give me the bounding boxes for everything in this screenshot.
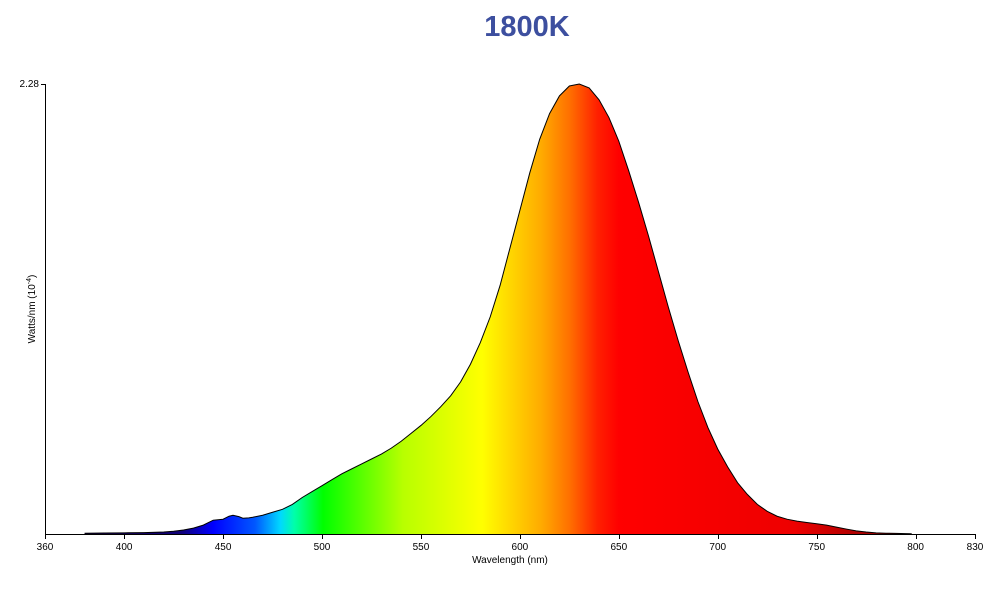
x-tick-label: 650 xyxy=(610,542,627,553)
x-tick-label: 360 xyxy=(37,542,54,553)
x-tick-label: 700 xyxy=(709,542,726,553)
y-axis-label-exponent: -4 xyxy=(26,278,33,284)
y-axis-label-close: ) xyxy=(27,275,38,278)
x-tick-label: 600 xyxy=(512,542,529,553)
x-tick-label: 400 xyxy=(116,542,133,553)
x-tick-label: 450 xyxy=(215,542,232,553)
y-tick-label: 2.28 xyxy=(20,79,40,90)
spectrum-outline xyxy=(84,83,912,535)
y-axis-ticks: 2.28 xyxy=(20,79,45,90)
y-axis-label-main: Watts/nm (10 xyxy=(27,284,38,344)
x-tick-label: 830 xyxy=(967,542,984,553)
x-tick-label: 800 xyxy=(907,542,924,553)
spectrum-area xyxy=(84,84,912,534)
axes: 360 400 450 500 550 600 650 700 750 800 830 2.28 xyxy=(20,79,984,553)
y-axis-label: Watts/nm (10-4) xyxy=(26,275,38,344)
chart-title: 1800K xyxy=(484,11,570,43)
x-axis-ticks: 360 400 450 500 550 600 650 700 750 800 830 xyxy=(37,534,984,553)
x-tick-label: 750 xyxy=(808,542,825,553)
plot-area xyxy=(84,83,912,535)
x-tick-label: 550 xyxy=(413,542,430,553)
x-axis-label: Wavelength (nm) xyxy=(472,555,548,566)
x-tick-label: 500 xyxy=(314,542,331,553)
